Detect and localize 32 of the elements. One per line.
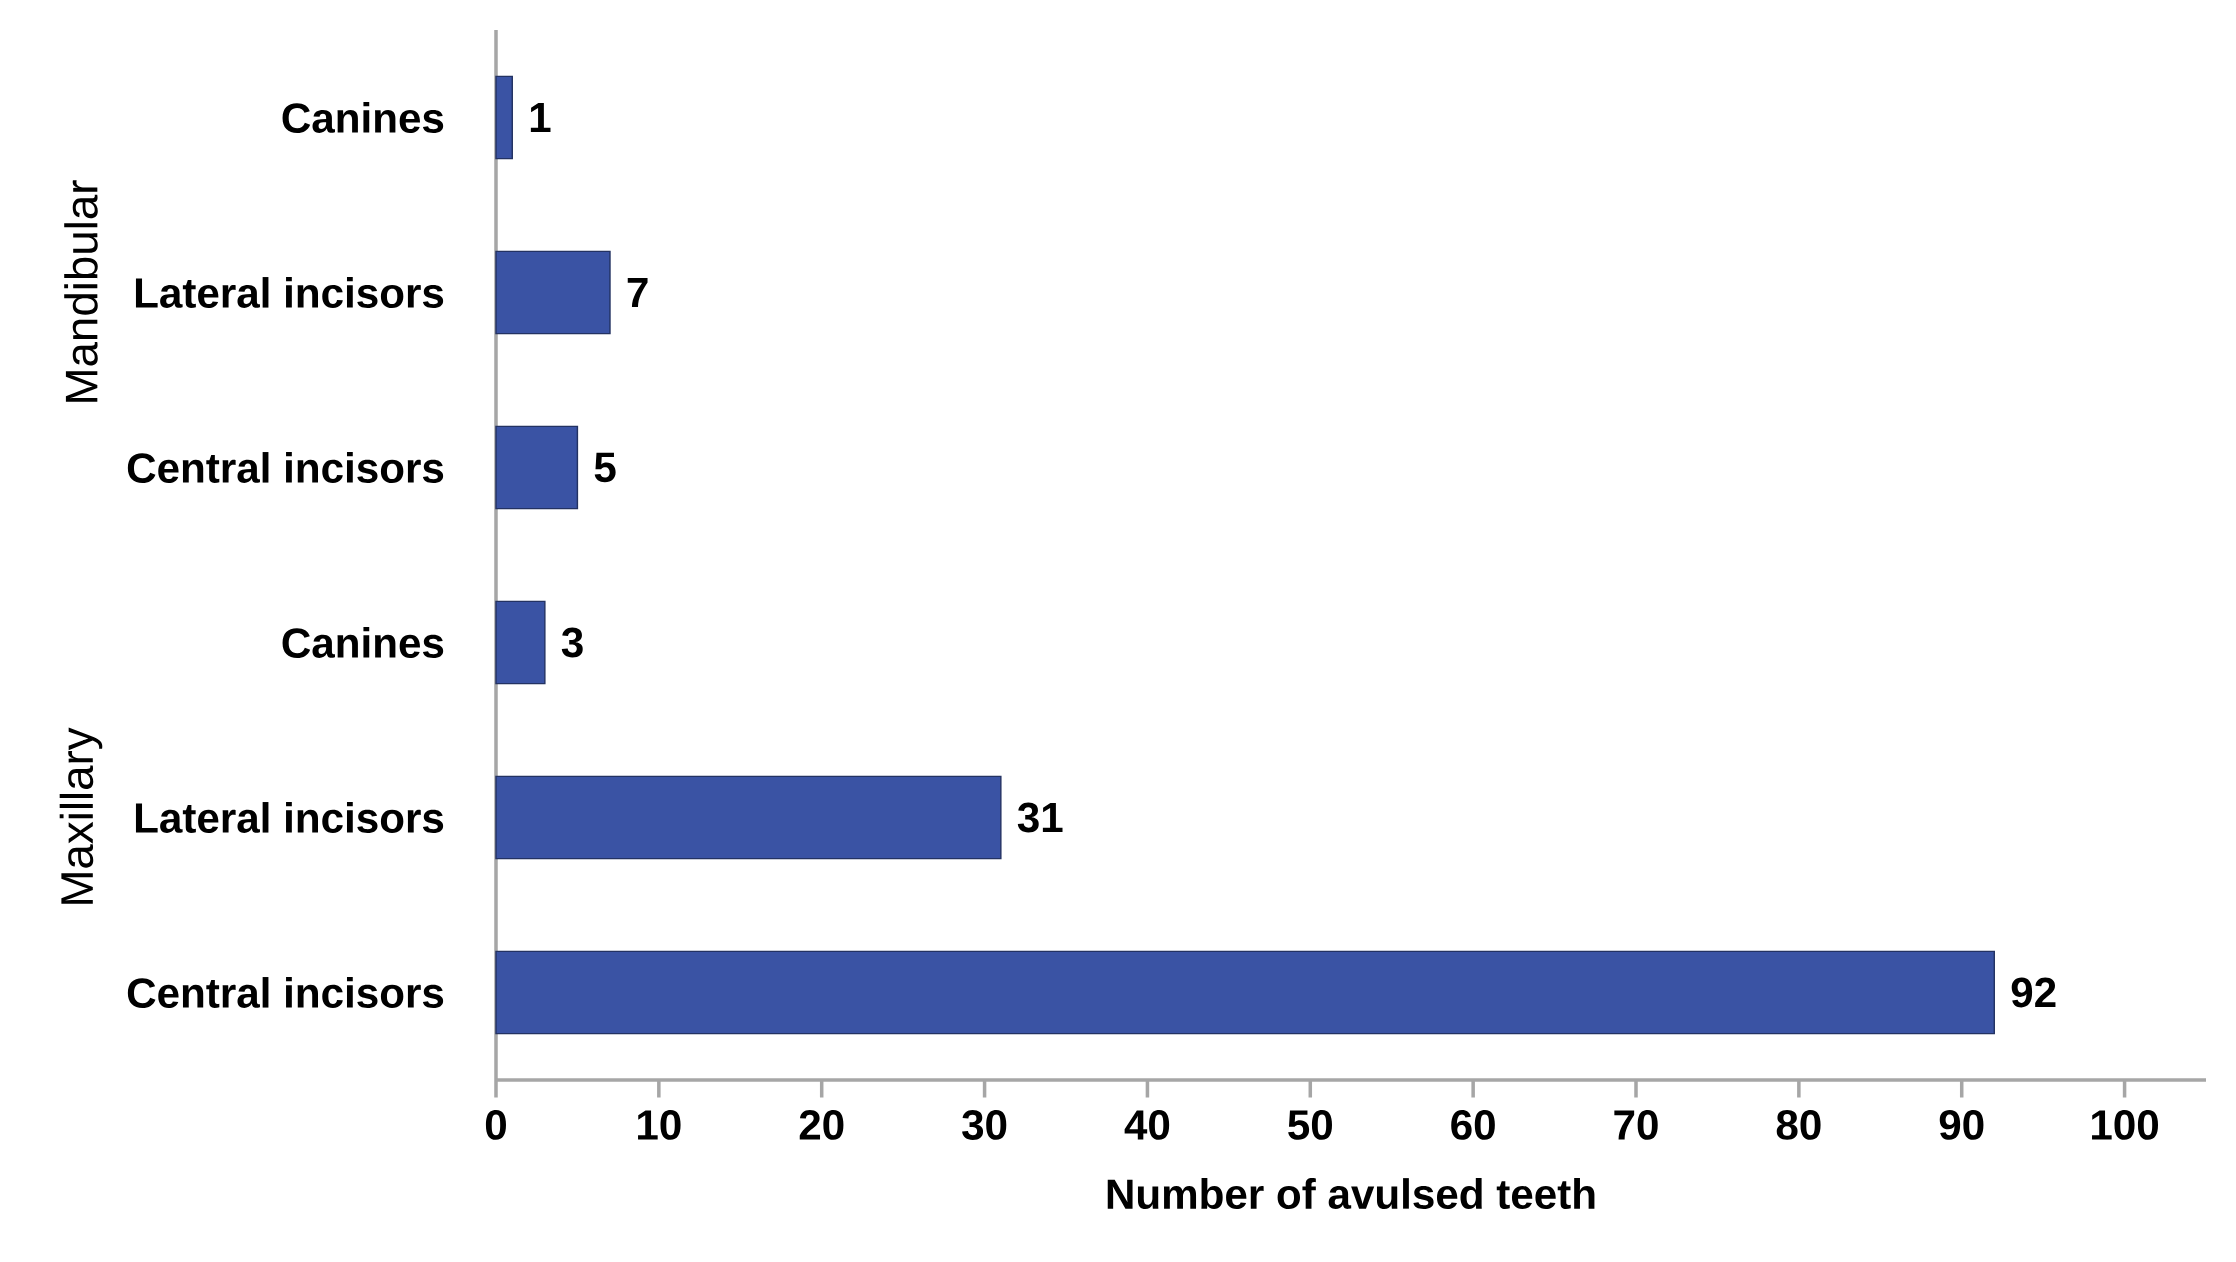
data-label: 3 xyxy=(561,627,583,658)
y-tick-label: Lateral incisors xyxy=(135,277,444,308)
data-label: 7 xyxy=(627,278,648,308)
x-tick-label: 0 xyxy=(485,1110,506,1140)
x-tick-label: 50 xyxy=(1288,1110,1332,1140)
x-tick-label: 70 xyxy=(1614,1110,1658,1140)
x-tick-label: 80 xyxy=(1776,1110,1821,1140)
text: Maxillary xyxy=(59,727,103,904)
x-tick-label: 90 xyxy=(1939,1110,1984,1140)
bar xyxy=(495,75,513,160)
data-label: 31 xyxy=(1017,802,1063,833)
x-tick-label: 20 xyxy=(799,1110,844,1140)
x-tick-label: 60 xyxy=(1451,1110,1495,1140)
bar xyxy=(495,600,546,685)
x-axis-title: Number of avulsed teeth xyxy=(1107,1178,1595,1210)
y-tick-label: Central incisors xyxy=(127,452,444,483)
bar xyxy=(495,950,1995,1035)
y-tick-label: Lateral incisors xyxy=(135,802,444,833)
y-tick-label: Central incisors xyxy=(127,977,444,1008)
bar xyxy=(495,425,579,510)
text: Mandibular xyxy=(64,180,98,402)
bar xyxy=(495,250,611,335)
y-tick-label: Canines xyxy=(282,627,444,658)
x-tick-label: 10 xyxy=(638,1110,681,1140)
data-label: 92 xyxy=(2011,977,2056,1008)
data-label: 1 xyxy=(530,103,551,133)
y-tick-label: Canines xyxy=(282,102,444,133)
x-tick-label: 40 xyxy=(1124,1110,1170,1140)
x-tick-label: 30 xyxy=(962,1110,1007,1140)
data-label: 5 xyxy=(594,452,616,483)
x-tick-label: 100 xyxy=(2092,1110,2159,1140)
bar xyxy=(495,775,1002,860)
